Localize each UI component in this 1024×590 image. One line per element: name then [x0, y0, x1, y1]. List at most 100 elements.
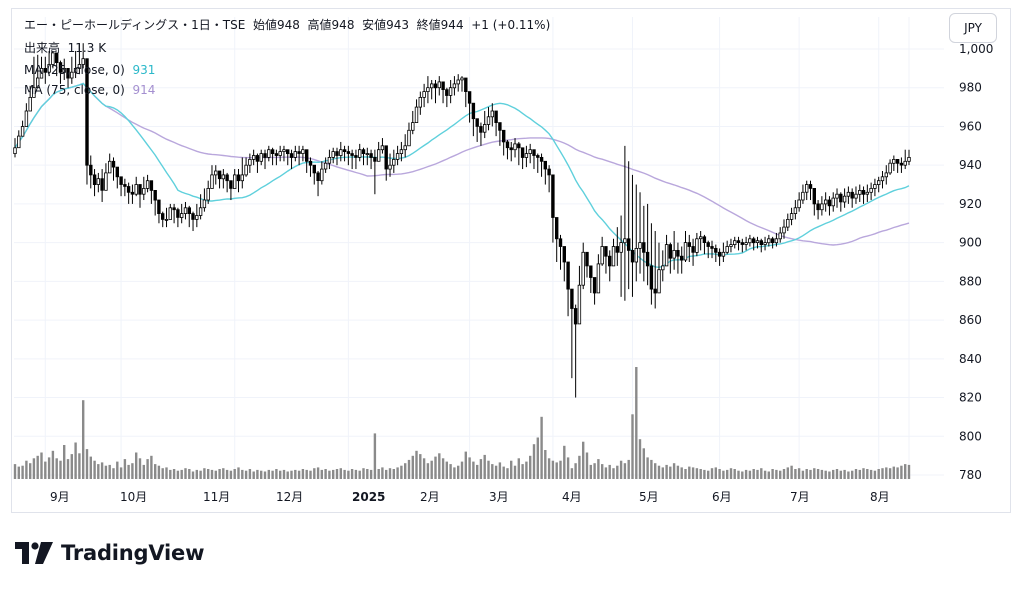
candle-body — [55, 52, 59, 64]
candle-body — [721, 251, 726, 257]
volume-bar — [487, 460, 490, 479]
volume-bar — [350, 469, 354, 479]
candle-body — [858, 189, 862, 195]
currency-button[interactable]: JPY — [949, 13, 997, 43]
volume-bar — [835, 469, 839, 479]
candle-body — [172, 207, 176, 211]
time-tick-label: 7月 — [790, 490, 810, 504]
candle-body — [630, 249, 635, 263]
candle-body — [395, 153, 400, 160]
candle-body — [786, 218, 790, 228]
volume-bar — [51, 450, 55, 479]
candle-body — [501, 129, 506, 143]
ma75-label: MA (75, close, 0) — [24, 83, 125, 97]
volume-bar — [529, 455, 532, 479]
volume-bar — [502, 466, 505, 479]
low-value: 943 — [386, 18, 410, 32]
volume-bar — [415, 450, 418, 479]
candle-body — [361, 149, 366, 154]
candle-body — [880, 176, 885, 182]
volume-label: 出来高 — [24, 41, 61, 55]
header-legend: エー・ピーホールディングス・1日・TSE 始値948 高値948 安値943 終… — [24, 17, 550, 33]
candle-body — [433, 83, 438, 89]
volume-bar — [279, 470, 282, 479]
candle-body — [490, 110, 494, 118]
volume-bar — [638, 439, 642, 479]
volume-bar — [104, 465, 108, 479]
ma75-line — [14, 82, 910, 246]
time-tick-label: 2月 — [420, 490, 440, 504]
volume-bar — [260, 470, 263, 479]
candle-body — [555, 217, 559, 240]
candle-body — [138, 184, 142, 195]
volume-bar — [635, 367, 638, 479]
candle-body — [793, 207, 798, 215]
price-tick-label: 920 — [959, 197, 982, 211]
candle-body — [899, 162, 904, 166]
candle-body — [642, 242, 646, 253]
volume-bar — [381, 467, 384, 479]
candle-body — [824, 199, 828, 205]
candle-body — [323, 162, 328, 170]
low-label: 安値 — [362, 18, 387, 32]
volume-bar — [74, 442, 77, 479]
candle-body — [365, 153, 369, 156]
volume-bar — [320, 469, 323, 479]
candle-body — [854, 193, 858, 199]
candle-body — [153, 189, 157, 201]
volume-bar — [434, 456, 437, 479]
volume-bar — [680, 467, 683, 479]
volume-bar — [714, 467, 717, 479]
candle-body — [729, 244, 733, 247]
candle-body — [649, 265, 654, 290]
volume-bar — [135, 452, 138, 479]
price-tick-label: 780 — [959, 468, 982, 482]
volume-bar — [832, 469, 835, 479]
volume-bar — [532, 444, 536, 479]
volume-bar — [756, 469, 759, 479]
candle-body — [414, 106, 419, 123]
volume-bar — [282, 469, 286, 479]
candle-body — [577, 284, 582, 325]
candle-body — [145, 180, 150, 189]
candle-body — [725, 246, 729, 253]
candle-body — [354, 155, 358, 158]
volume-bar — [313, 468, 316, 479]
volume-bar — [684, 469, 687, 479]
volume-bar — [445, 461, 448, 479]
chart-frame[interactable]: 1,000 980 960 940 920 900 880 860 840 820 800 780 9月… — [11, 8, 1011, 513]
candle-body — [634, 247, 638, 263]
candle-body — [699, 236, 703, 240]
candle-body — [437, 81, 441, 89]
candle-body — [585, 251, 589, 267]
candle-body — [661, 265, 665, 271]
candle-body — [520, 147, 525, 158]
volume-bar — [729, 468, 733, 479]
candle-body — [695, 238, 699, 253]
candle-body — [615, 246, 619, 253]
volume-bar — [157, 465, 161, 479]
volume-bar — [271, 470, 274, 479]
candle-body — [13, 147, 17, 155]
tradingview-logo[interactable]: TradingView — [15, 538, 204, 568]
candle-body — [759, 240, 763, 245]
volume-bar — [506, 468, 509, 479]
volume-bar — [332, 469, 335, 479]
time-tick-label: 6月 — [712, 490, 732, 504]
price-tick-label: 980 — [959, 81, 982, 95]
volume-bar — [616, 465, 619, 479]
chart-canvas[interactable]: 1,000 980 960 940 920 900 880 860 840 820 800 780 9月… — [12, 9, 1012, 514]
candle-body — [142, 187, 146, 195]
candle-body — [543, 160, 547, 170]
open-label: 始値 — [252, 18, 277, 32]
candle-body — [210, 174, 214, 189]
candle-body — [426, 87, 430, 92]
volume-bar — [744, 469, 748, 479]
volume-bar — [108, 464, 111, 479]
volume-bar — [161, 468, 164, 479]
candle-body — [767, 238, 771, 244]
volume-bar — [146, 459, 149, 479]
candle-body — [865, 191, 869, 195]
candle-body — [441, 81, 445, 91]
candle-body — [748, 238, 752, 244]
